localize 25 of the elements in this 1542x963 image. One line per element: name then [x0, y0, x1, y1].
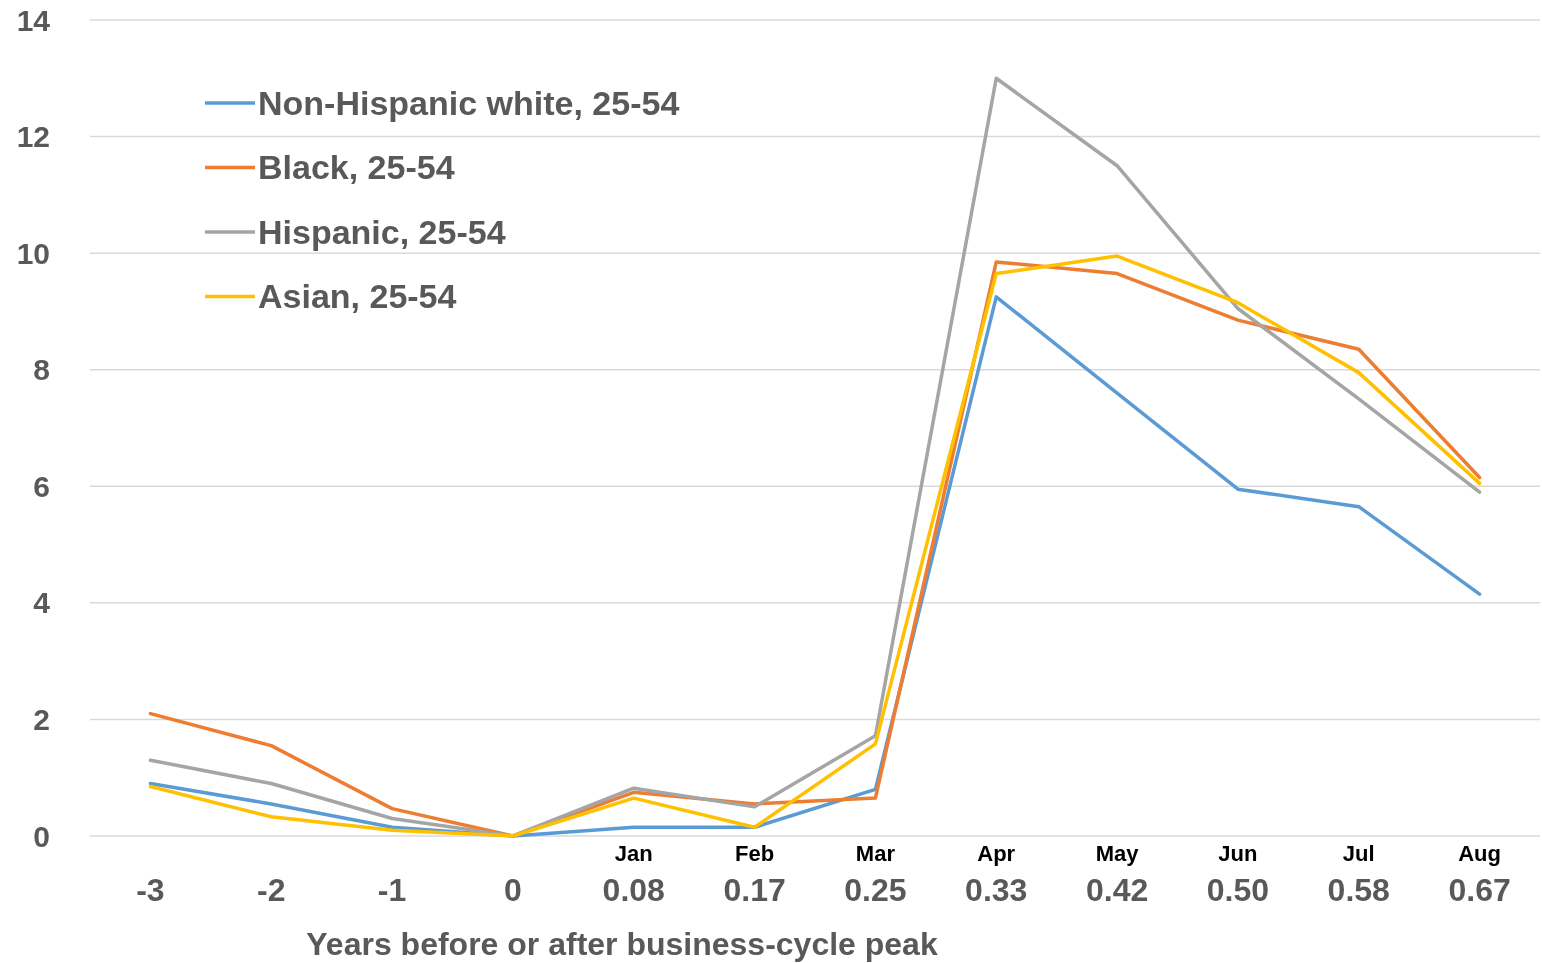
- y-tick-label: 10: [16, 236, 50, 270]
- x-tick-label: Jun 0.50: [1206, 841, 1270, 908]
- x-tick-label: -1: [377, 872, 407, 908]
- x-tick-label: Jan 0.08: [602, 841, 665, 908]
- x-axis-title: Years before or after business-cycle peak: [306, 926, 938, 962]
- y-tick-label: 12: [16, 120, 50, 154]
- x-tick-label: Jul 0.58: [1327, 841, 1390, 908]
- legend-label: Hispanic, 25-54: [258, 212, 506, 251]
- legend-label: Asian, 25-54: [258, 277, 457, 316]
- y-tick-label: 0: [33, 819, 50, 853]
- x-tick-label: Aug 0.67: [1448, 841, 1511, 908]
- legend-label: Non-Hispanic white, 25-54: [258, 83, 680, 122]
- x-tick-label: 0: [504, 872, 522, 908]
- x-tick-label: Apr 0.33: [965, 841, 1028, 908]
- x-tick-label: -3: [136, 872, 165, 908]
- y-tick-label: 4: [33, 586, 51, 620]
- y-tick-label: 2: [33, 702, 50, 736]
- y-tick-label: 8: [33, 353, 50, 387]
- y-tick-label: 14: [16, 3, 51, 37]
- x-tick-label: Feb 0.17: [723, 841, 786, 908]
- x-tick-label: -2: [257, 872, 286, 908]
- x-tick-label: Mar 0.25: [844, 841, 907, 908]
- x-tick-label: May 0.42: [1085, 841, 1149, 908]
- legend-label: Black, 25-54: [258, 148, 455, 187]
- y-tick-label: 6: [33, 469, 50, 503]
